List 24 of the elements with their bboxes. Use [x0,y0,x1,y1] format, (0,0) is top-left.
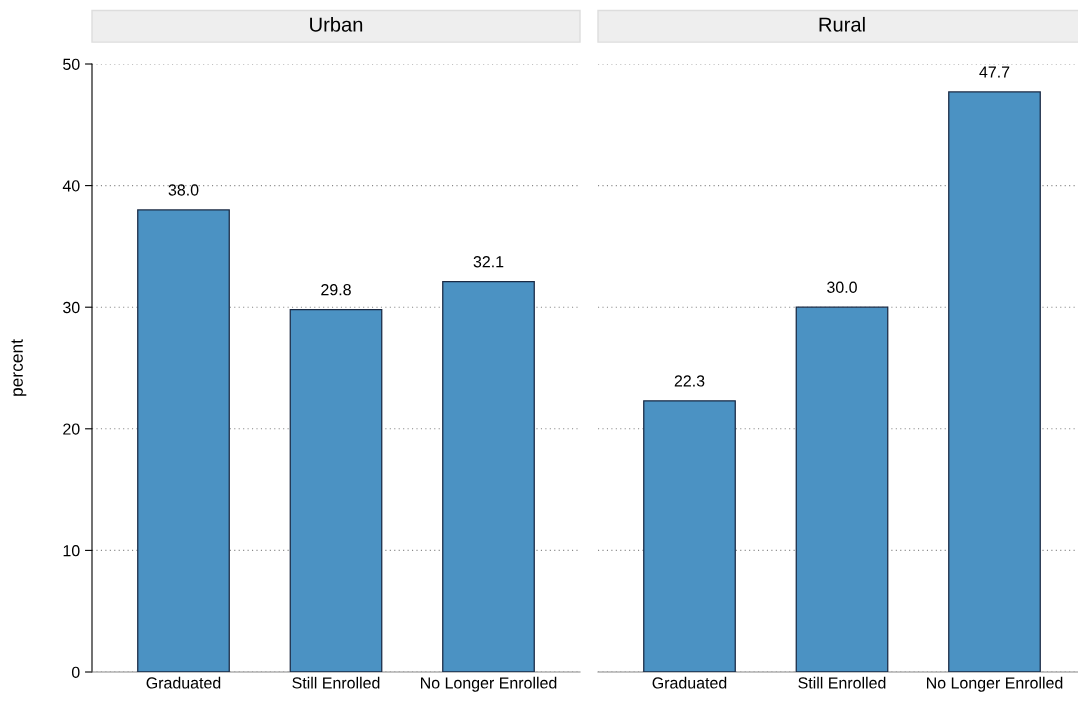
y-tick-label: 10 [63,545,80,557]
x-tick-label: Graduated [652,676,727,689]
y-tick-label: 50 [63,58,80,70]
bar [442,281,535,672]
data-label: 22.3 [674,375,705,387]
bar [137,209,230,672]
chart-title: Urban [310,16,363,32]
x-tick-label: Graduated [146,676,221,689]
bar [289,309,383,672]
y-tick-label: 0 [71,666,80,678]
x-tick-label: No Longer Enrolled [927,676,1063,692]
x-tick-label: Still Enrolled [798,676,886,689]
data-label: 30.0 [827,281,857,293]
y-tick-label: 40 [62,180,80,192]
x-tick-label: No Longer Enrolled [421,676,557,692]
y-tick-label: 20 [63,423,80,435]
data-label: 38.0 [168,184,199,196]
data-label: 29.8 [321,284,351,296]
y-axis-title: percent [11,339,27,396]
data-label: 47.7 [979,66,1010,78]
chart-title: Rural [819,16,865,32]
x-tick-label: Still Enrolled [292,676,380,689]
data-label: 32.1 [473,256,504,268]
y-tick-label: 30 [63,301,80,314]
